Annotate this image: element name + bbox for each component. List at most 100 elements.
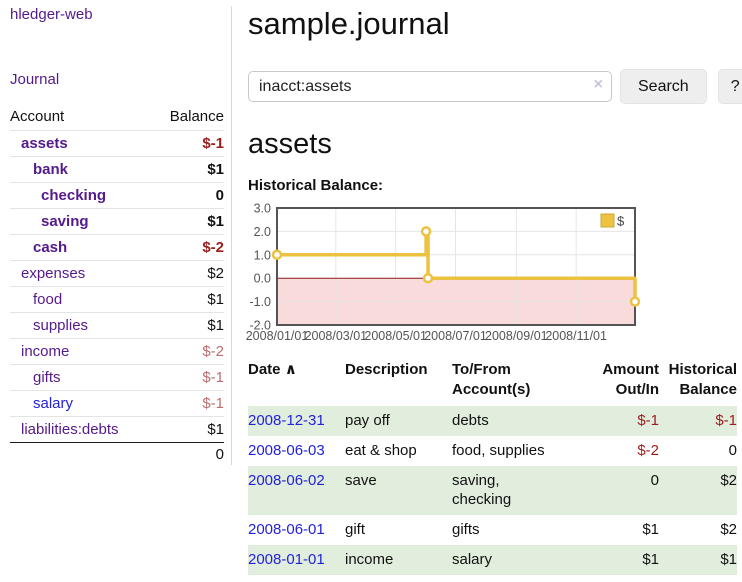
account-balance: $-2 bbox=[152, 234, 224, 261]
account-balance: $-1 bbox=[152, 130, 224, 157]
accounts-total-row: 0 bbox=[10, 442, 224, 465]
transaction-date-link[interactable]: 2008-06-01 bbox=[248, 521, 325, 538]
balance-chart-svg: 3.0 2.0 1.0 0.0 -1.0 -2.02008/01/012008/03/01… bbox=[246, 202, 641, 343]
account-link-expenses[interactable]: expenses bbox=[21, 265, 86, 282]
accounts-header-account: Account bbox=[10, 108, 65, 125]
account-link-checking[interactable]: checking bbox=[41, 187, 107, 204]
svg-text:0.0: 0.0 bbox=[254, 272, 271, 286]
accounts-header-balance: Balance bbox=[169, 108, 224, 125]
sidebar-item-journal[interactable]: Journal bbox=[10, 71, 60, 88]
account-link-assets[interactable]: assets bbox=[21, 135, 68, 152]
transaction-date-link[interactable]: 2008-12-31 bbox=[248, 412, 325, 429]
transaction-amount: $-1 bbox=[637, 412, 659, 429]
account-row: checking 0 bbox=[10, 182, 224, 209]
svg-text:-2.0: -2.0 bbox=[249, 319, 271, 333]
account-link-salary[interactable]: salary bbox=[33, 395, 74, 412]
register-row: 2008-06-02 save saving, checking 0 $2 bbox=[248, 466, 737, 515]
transaction-description: pay off bbox=[345, 412, 390, 429]
transaction-accounts: gifts bbox=[452, 521, 480, 538]
sidebar-inner: hledger-web Journal Account Balance asse… bbox=[10, 6, 232, 465]
svg-text:2008/07/01: 2008/07/01 bbox=[424, 329, 487, 343]
search-button[interactable]: Search bbox=[620, 69, 707, 104]
account-row: saving $1 bbox=[10, 208, 224, 235]
transaction-balance: $1 bbox=[720, 551, 737, 568]
svg-text:2008/01/01: 2008/01/01 bbox=[246, 329, 309, 343]
transaction-accounts: debts bbox=[452, 412, 489, 429]
transaction-accounts: salary bbox=[452, 551, 493, 568]
account-row: gifts $-1 bbox=[10, 364, 224, 391]
account-link-liabilities-debts[interactable]: liabilities:debts bbox=[21, 421, 119, 438]
search-input[interactable] bbox=[248, 71, 612, 102]
account-balance: $1 bbox=[152, 416, 224, 443]
transaction-date-link[interactable]: 2008-06-02 bbox=[248, 472, 325, 489]
clear-search-icon[interactable]: × bbox=[593, 76, 603, 93]
account-balance: $-2 bbox=[152, 338, 224, 365]
transaction-description: save bbox=[345, 472, 377, 489]
account-link-gifts[interactable]: gifts bbox=[33, 369, 61, 386]
account-balance: $1 bbox=[152, 286, 224, 313]
svg-text:2.0: 2.0 bbox=[254, 225, 271, 239]
transaction-date-link[interactable]: 2008-06-03 bbox=[248, 442, 325, 459]
transaction-amount: $1 bbox=[642, 551, 659, 568]
register-row: 2008-01-01 income salary $1 $1 bbox=[248, 545, 737, 575]
balance-chart: 3.0 2.0 1.0 0.0 -1.0 -2.0 2008/01/01 2008/03/01… bbox=[246, 196, 742, 344]
transaction-amount: $-2 bbox=[637, 442, 659, 459]
main-content: sample.journal × Search ? assets Histori… bbox=[232, 0, 742, 575]
transaction-balance: 0 bbox=[728, 442, 737, 459]
account-link-cash[interactable]: cash bbox=[33, 239, 68, 256]
svg-text:3.0: 3.0 bbox=[254, 202, 271, 216]
account-row: liabilities:debts $1 bbox=[10, 416, 224, 443]
help-button[interactable]: ? bbox=[717, 69, 742, 104]
register-row: 2008-06-01 gift gifts $1 $2 bbox=[248, 515, 737, 545]
account-link-supplies[interactable]: supplies bbox=[33, 317, 89, 334]
account-balance: 0 bbox=[152, 182, 224, 209]
account-row: expenses $2 bbox=[10, 260, 224, 287]
accounts-total-value: 0 bbox=[152, 442, 224, 465]
account-row: bank $1 bbox=[10, 156, 224, 183]
search-box: × bbox=[248, 71, 612, 102]
transaction-description: eat & shop bbox=[345, 442, 417, 459]
transaction-balance: $2 bbox=[720, 472, 737, 489]
account-heading: assets bbox=[248, 128, 332, 160]
register-header-description: Description bbox=[345, 361, 428, 378]
chart-title: Historical Balance: bbox=[248, 177, 384, 194]
transaction-balance: $-1 bbox=[715, 412, 737, 429]
svg-text:2008/09/01: 2008/09/01 bbox=[485, 329, 548, 343]
search-form: × Search ? bbox=[248, 69, 742, 104]
transaction-accounts: saving, checking bbox=[452, 472, 512, 508]
account-balance: $1 bbox=[152, 156, 224, 183]
svg-text:2008/03/01: 2008/03/01 bbox=[305, 329, 368, 343]
svg-text:2008/11/01: 2008/11/01 bbox=[545, 329, 607, 343]
sidebar: hledger-web Journal Account Balance asse… bbox=[0, 0, 232, 575]
register-header-amount: Amount Out/In bbox=[602, 361, 659, 398]
account-row: supplies $1 bbox=[10, 312, 224, 339]
register-header-date[interactable]: Date ∧ bbox=[248, 361, 297, 378]
transaction-accounts: food, supplies bbox=[452, 442, 545, 459]
account-row: assets $-1 bbox=[10, 130, 224, 157]
account-link-saving[interactable]: saving bbox=[41, 213, 89, 230]
account-balance: $-1 bbox=[152, 390, 224, 417]
page-title: sample.journal bbox=[248, 6, 450, 41]
register-header-account: To/From Account(s) bbox=[452, 361, 531, 398]
register-row: 2008-12-31 pay off debts $-1 $-1 bbox=[248, 406, 737, 436]
accounts-table: Account Balance assets $-1 bank $1 checkin… bbox=[10, 104, 224, 465]
register-row: 2008-06-03 eat & shop food, supplies $-2… bbox=[248, 436, 737, 466]
account-row: income $-2 bbox=[10, 338, 224, 365]
account-row: food $1 bbox=[10, 286, 224, 313]
account-balance: $-1 bbox=[152, 364, 224, 391]
account-row: salary $-1 bbox=[10, 390, 224, 417]
sort-ascending-icon: ∧ bbox=[284, 361, 297, 378]
svg-text:2008/05/01: 2008/05/01 bbox=[364, 329, 427, 343]
app-title-link[interactable]: hledger-web bbox=[10, 6, 93, 23]
account-link-bank[interactable]: bank bbox=[33, 161, 69, 178]
transaction-amount: 0 bbox=[650, 472, 659, 489]
account-link-food[interactable]: food bbox=[33, 291, 63, 308]
register-table: Date ∧ Description To/From Account(s) Am… bbox=[248, 358, 737, 575]
account-balance: $1 bbox=[152, 208, 224, 235]
svg-text:$: $ bbox=[617, 214, 625, 229]
transaction-date-link[interactable]: 2008-01-01 bbox=[248, 551, 325, 568]
account-balance: $1 bbox=[152, 312, 224, 339]
account-link-income[interactable]: income bbox=[21, 343, 70, 360]
transaction-amount: $1 bbox=[642, 521, 659, 538]
transaction-description: income bbox=[345, 551, 394, 568]
